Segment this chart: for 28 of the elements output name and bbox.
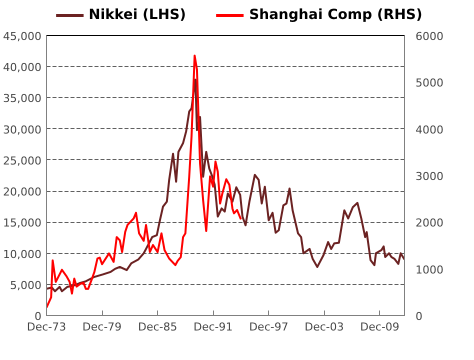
- y-tick-label: 30,000: [3, 123, 42, 136]
- y2-tick-label: 5000: [416, 76, 444, 90]
- y2-tick-label: 3000: [416, 170, 444, 183]
- y2-tick-label: 0: [416, 310, 422, 323]
- x-tick-label: Dec-03: [304, 320, 344, 334]
- line-series: [46, 54, 242, 309]
- y-tick-label: 35,000: [3, 92, 42, 106]
- y-tick-label: 10,000: [3, 248, 42, 261]
- y-tick-label: 20,000: [3, 186, 42, 199]
- line-series: [46, 78, 404, 292]
- legend-label: Nikkei (LHS): [88, 7, 186, 23]
- x-tick-label: Dec-79: [82, 320, 122, 334]
- x-tick-label: Dec-85: [138, 320, 178, 334]
- y2-tick-label: 2000: [416, 216, 444, 230]
- x-tick-label: Dec-09: [360, 320, 400, 334]
- x-tick-label: Dec-91: [194, 320, 233, 334]
- y2-tick-label: 6000: [416, 30, 444, 43]
- x-tick-label: Dec-97: [249, 320, 288, 334]
- y2-tick-label: 4000: [416, 123, 444, 136]
- y-tick-label: 5,000: [10, 278, 42, 292]
- y-tick-label: 15,000: [3, 216, 42, 230]
- x-tick-label: Dec-73: [26, 320, 66, 334]
- y-tick-label: 45,000: [3, 30, 42, 43]
- legend-label: Shanghai Comp (RHS): [249, 7, 422, 23]
- y-tick-label: 25,000: [3, 154, 42, 168]
- y-tick-label: 40,000: [3, 61, 42, 74]
- y-tick-label: 0: [34, 310, 42, 323]
- y2-tick-label: 1000: [416, 263, 444, 276]
